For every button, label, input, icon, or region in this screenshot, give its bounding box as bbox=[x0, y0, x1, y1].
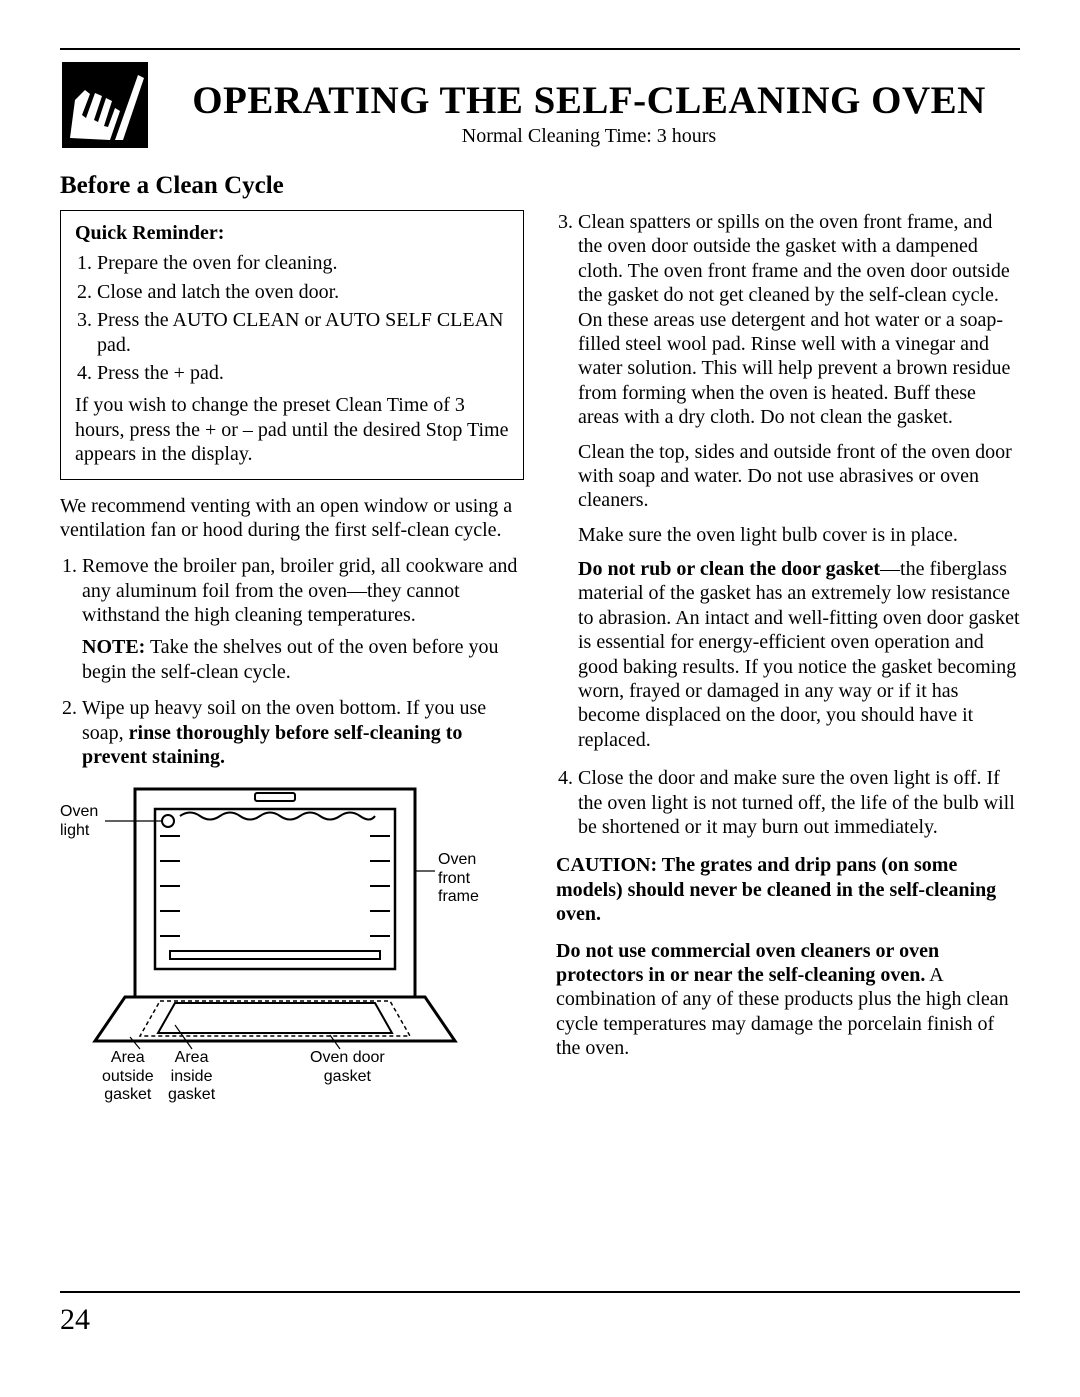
left-column: Quick Reminder: Prepare the oven for cle… bbox=[60, 210, 524, 1091]
step-3-p2: Clean the top, sides and outside front o… bbox=[578, 440, 1020, 513]
gasket-warning-rest: —the fiberglass material of the gasket h… bbox=[578, 558, 1020, 751]
left-steps: Remove the broiler pan, broiler grid, al… bbox=[60, 554, 524, 769]
reminder-title: Quick Reminder: bbox=[75, 221, 509, 245]
label-oven-light: Ovenlight bbox=[60, 803, 98, 840]
oven-diagram: Ovenlight Ovenfrontframe Areaoutsidegask… bbox=[60, 781, 490, 1091]
page-number: 24 bbox=[60, 1303, 90, 1337]
note-text: Take the shelves out of the oven before … bbox=[82, 636, 498, 682]
step-2: Wipe up heavy soil on the oven bottom. I… bbox=[82, 696, 524, 769]
right-column: Clean spatters or spills on the oven fro… bbox=[556, 210, 1020, 1091]
reminder-list: Prepare the oven for cleaning. Close and… bbox=[75, 251, 509, 385]
right-steps: Clean spatters or spills on the oven fro… bbox=[556, 210, 1020, 839]
label-oven-door-gasket: Oven doorgasket bbox=[310, 1049, 385, 1086]
step-3-p4: Do not rub or clean the door gasket—the … bbox=[578, 557, 1020, 752]
label-area-outside: Areaoutsidegasket bbox=[102, 1049, 154, 1104]
page-title: OPERATING THE SELF-CLEANING OVEN bbox=[158, 78, 1020, 123]
reminder-item: Press the AUTO CLEAN or AUTO SELF CLEAN … bbox=[97, 308, 509, 357]
step-4-text: Close the door and make sure the oven li… bbox=[578, 767, 1015, 838]
bottom-rule bbox=[60, 1291, 1020, 1293]
step-1: Remove the broiler pan, broiler grid, al… bbox=[82, 554, 524, 684]
section-title: Before a Clean Cycle bbox=[60, 172, 1020, 200]
gasket-warning-bold: Do not rub or clean the door gasket bbox=[578, 558, 880, 580]
cleaners-warning-bold: Do not use commercial oven cleaners or o… bbox=[556, 940, 939, 986]
cleaning-hands-icon bbox=[60, 60, 150, 150]
vent-paragraph: We recommend venting with an open window… bbox=[60, 494, 524, 543]
label-oven-front-frame: Ovenfrontframe bbox=[438, 851, 479, 906]
note-label: NOTE: bbox=[82, 636, 145, 658]
step-4: Close the door and make sure the oven li… bbox=[578, 766, 1020, 839]
reminder-note: If you wish to change the preset Clean T… bbox=[75, 393, 509, 466]
step-3: Clean spatters or spills on the oven fro… bbox=[578, 210, 1020, 752]
step-1-note: NOTE: Take the shelves out of the oven b… bbox=[82, 635, 524, 684]
step-1-text: Remove the broiler pan, broiler grid, al… bbox=[82, 555, 517, 626]
step-3-text: Clean spatters or spills on the oven fro… bbox=[578, 211, 1010, 428]
reminder-item: Prepare the oven for cleaning. bbox=[97, 251, 509, 275]
step-2-text-b: rinse thoroughly before self-cleaning to… bbox=[82, 722, 462, 768]
quick-reminder-box: Quick Reminder: Prepare the oven for cle… bbox=[60, 210, 524, 480]
page-subtitle: Normal Cleaning Time: 3 hours bbox=[158, 125, 1020, 148]
label-area-inside: Areainsidegasket bbox=[168, 1049, 215, 1104]
step-3-p3: Make sure the oven light bulb cover is i… bbox=[578, 523, 1020, 547]
header: OPERATING THE SELF-CLEANING OVEN Normal … bbox=[60, 68, 1020, 150]
caution-paragraph: CAUTION: The grates and drip pans (on so… bbox=[556, 853, 1020, 926]
cleaners-warning: Do not use commercial oven cleaners or o… bbox=[556, 939, 1020, 1061]
reminder-item: Press the + pad. bbox=[97, 361, 509, 385]
reminder-item: Close and latch the oven door. bbox=[97, 280, 509, 304]
